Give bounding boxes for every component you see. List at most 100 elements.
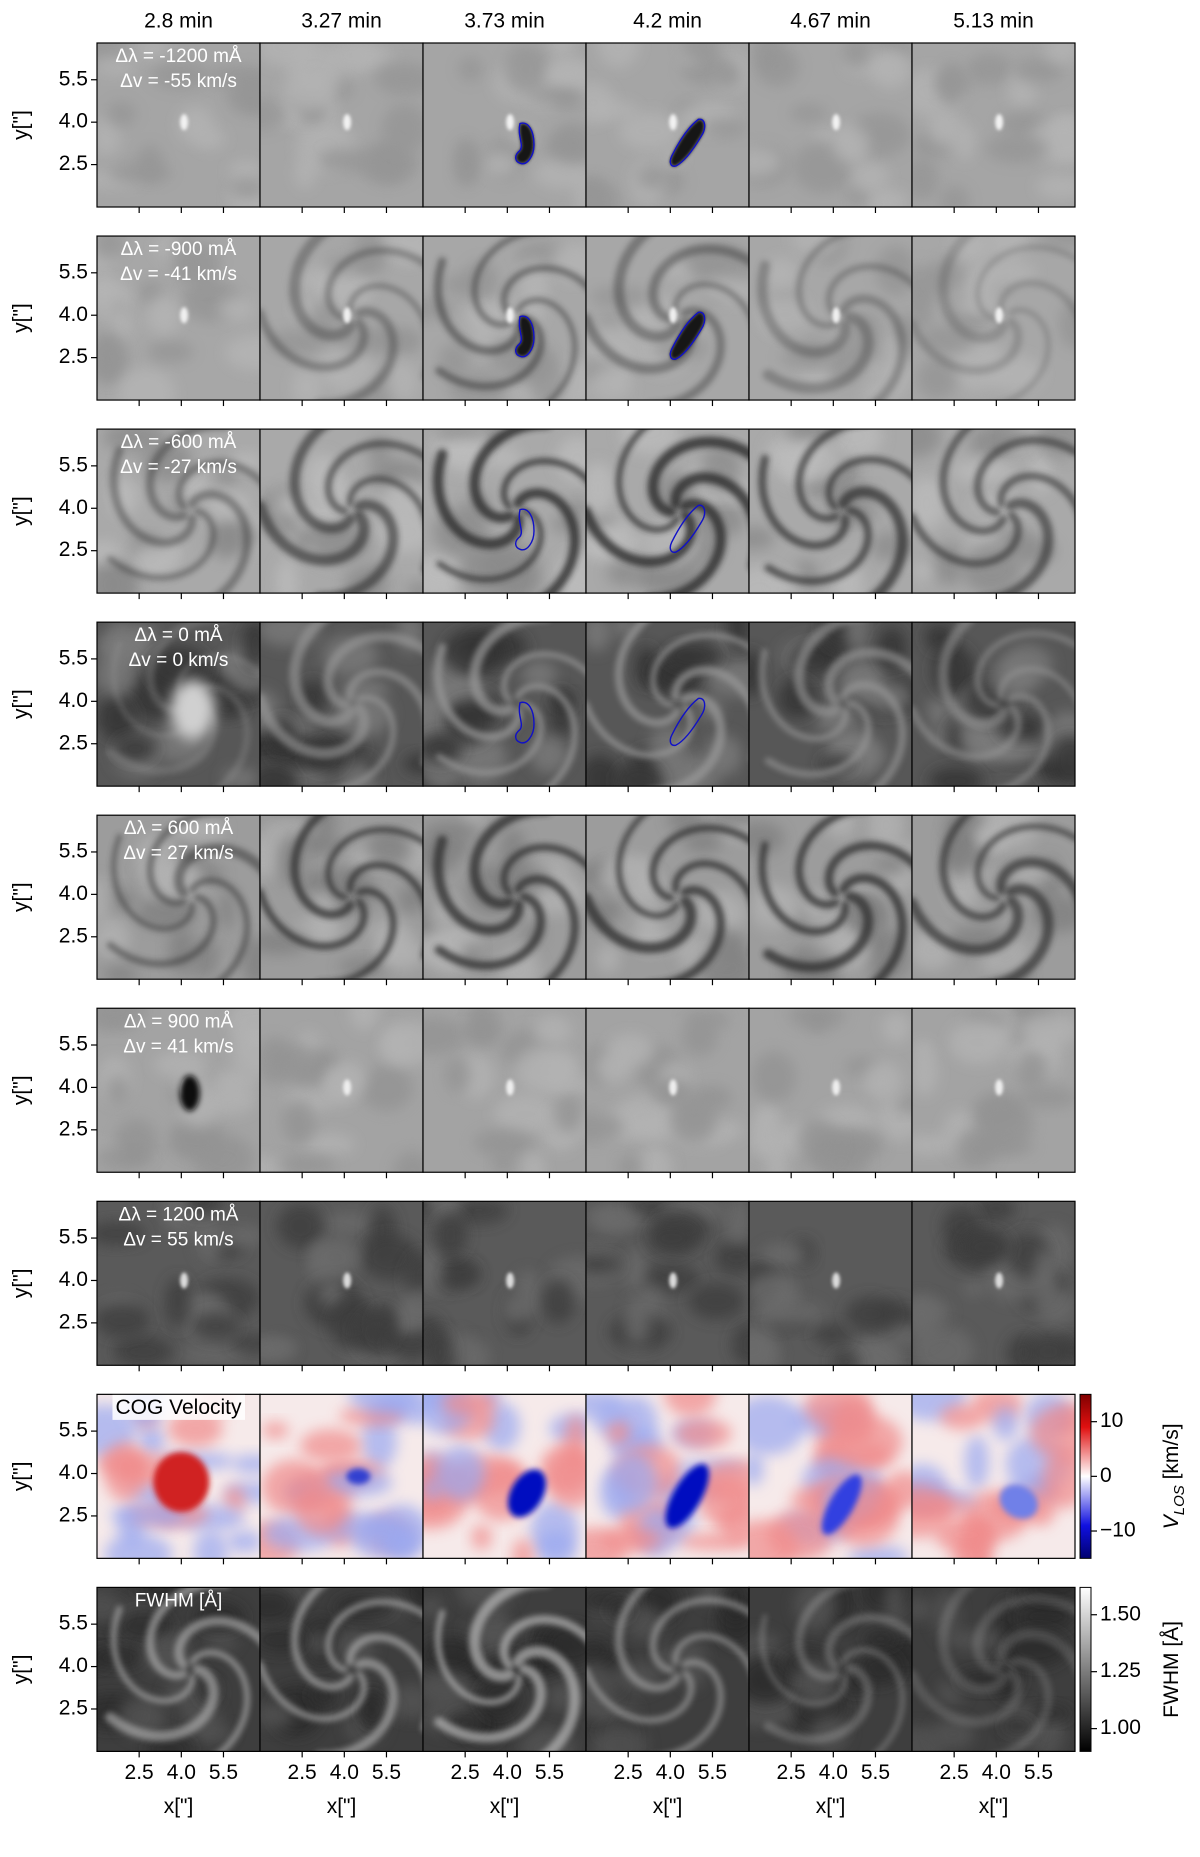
column-title: 4.67 min xyxy=(790,10,871,33)
texture xyxy=(318,342,379,393)
y-tick-label: 2.5 xyxy=(59,1503,88,1526)
x-tick-label: 5.5 xyxy=(209,1761,238,1784)
image-panel xyxy=(586,429,749,594)
texture xyxy=(948,1020,1008,1065)
colorbar-tick-label: 1.25 xyxy=(1100,1659,1141,1682)
y-tick-label: 5.5 xyxy=(59,67,88,90)
texture xyxy=(114,734,157,763)
swirl-arm xyxy=(839,680,907,787)
y-tick-label: 4.0 xyxy=(59,689,88,712)
y-tick-label: 4.0 xyxy=(59,882,88,905)
swirl-arm xyxy=(469,429,541,524)
image-panel xyxy=(423,1587,586,1752)
y-tick-label: 2.5 xyxy=(59,345,88,368)
texture xyxy=(716,63,741,89)
swirl-arm xyxy=(824,841,912,898)
swirl-arm xyxy=(650,632,749,708)
texture xyxy=(592,1205,637,1235)
texture xyxy=(749,821,785,856)
texture xyxy=(1040,236,1075,248)
x-tick-label: 5.5 xyxy=(861,1761,890,1784)
feature xyxy=(999,1484,1038,1519)
swirl-arm xyxy=(671,666,749,711)
contour xyxy=(515,122,535,165)
y-tick-label: 2.5 xyxy=(59,1117,88,1140)
texture xyxy=(976,1201,1016,1222)
swirl-arm xyxy=(994,883,1054,980)
x-axis-label: x["] xyxy=(164,1795,194,1818)
swirl-arm xyxy=(189,1649,251,1752)
swirl-arm xyxy=(110,1605,196,1704)
swirl-arm xyxy=(795,429,848,523)
swirl-arm xyxy=(764,699,872,778)
texture xyxy=(912,1294,940,1344)
image-panel xyxy=(260,429,423,594)
texture xyxy=(765,257,799,291)
texture xyxy=(966,53,1013,85)
texture xyxy=(789,104,828,123)
row-annotation: Δv = 27 km/s xyxy=(123,843,233,864)
swirl-arm xyxy=(764,506,872,585)
texture xyxy=(751,1051,796,1103)
swirl-arm xyxy=(586,891,697,954)
texture xyxy=(432,429,486,441)
texture xyxy=(749,1395,805,1455)
y-tick-label: 5.5 xyxy=(59,1226,88,1249)
swirl-arm xyxy=(825,263,912,318)
texture xyxy=(241,622,260,670)
swirl-arm xyxy=(514,683,578,787)
x-axis-label: x["] xyxy=(979,1795,1009,1818)
texture xyxy=(359,1694,385,1726)
image-panel xyxy=(749,622,912,787)
texture xyxy=(595,1051,631,1084)
swirl-arm xyxy=(345,1633,423,1732)
texture xyxy=(145,1737,195,1752)
image-panel xyxy=(749,236,912,401)
y-axis-label: y["] xyxy=(10,110,33,140)
panel-frame xyxy=(911,1586,1076,1753)
texture xyxy=(226,81,260,115)
y-tick-label: 5.5 xyxy=(59,1033,88,1056)
texture xyxy=(731,1322,749,1366)
texture xyxy=(423,822,481,841)
swirl-arm xyxy=(260,500,370,566)
texture xyxy=(97,558,136,594)
texture xyxy=(512,1538,534,1559)
swirl-arm xyxy=(176,653,260,703)
texture xyxy=(423,1245,446,1290)
texture xyxy=(220,1225,260,1248)
swirl-arm xyxy=(106,893,218,968)
swirl-arm xyxy=(500,651,586,703)
column-title: 4.2 min xyxy=(633,10,702,33)
texture xyxy=(303,1133,356,1156)
swirl-arm xyxy=(997,279,1075,318)
image-panel xyxy=(749,815,912,980)
texture xyxy=(296,832,344,856)
row-annotation: Δv = 0 km/s xyxy=(129,650,229,671)
image-panel xyxy=(912,1394,1075,1559)
texture xyxy=(97,236,126,259)
texture xyxy=(603,854,654,875)
texture xyxy=(674,1418,732,1449)
texture xyxy=(912,158,939,201)
row-annotation: Δλ = 1200 mÅ xyxy=(119,1204,239,1225)
swirl-arm xyxy=(174,1616,260,1670)
texture xyxy=(97,1222,146,1245)
swirl-arm xyxy=(146,815,213,907)
contour xyxy=(669,311,706,360)
texture xyxy=(504,45,548,94)
texture xyxy=(800,949,840,980)
texture xyxy=(927,697,950,727)
texture xyxy=(97,918,130,958)
colorbar xyxy=(1079,1586,1092,1752)
texture xyxy=(393,331,423,351)
image-panel xyxy=(260,1201,423,1366)
texture xyxy=(434,1213,468,1258)
swirl-arm xyxy=(647,436,749,518)
x-tick-label: 2.5 xyxy=(288,1761,317,1784)
row-annotation: Δλ = 600 mÅ xyxy=(124,818,234,839)
image-panel xyxy=(912,1201,1075,1366)
y-axis-label: y["] xyxy=(10,1075,33,1105)
texture xyxy=(181,1346,243,1363)
texture xyxy=(229,178,260,199)
